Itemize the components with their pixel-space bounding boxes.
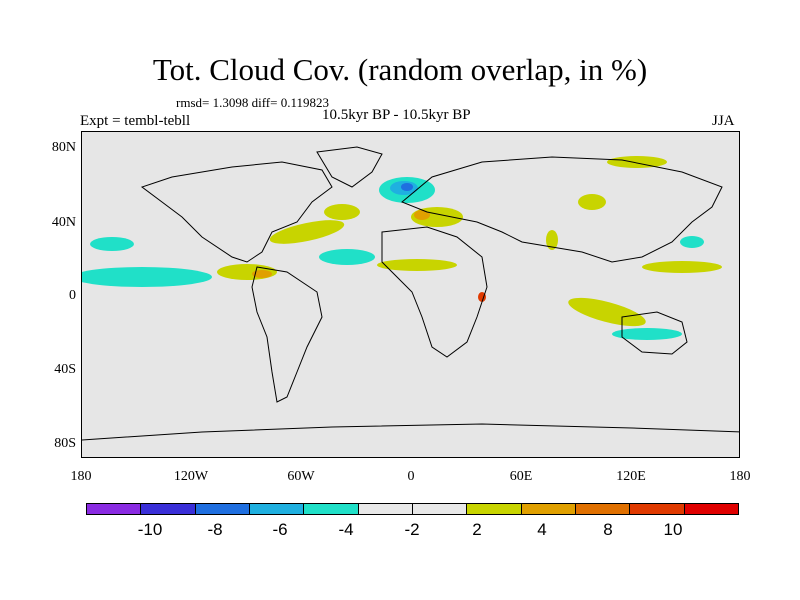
eurasia-coast [401,156,723,263]
anomaly-blob [414,210,430,220]
lon-label: 60E [509,469,533,484]
lat-label: 80N [51,140,76,155]
anomaly-blob [607,156,667,168]
anomaly-contours [82,156,722,340]
experiment-label: Expt = tembl-tebll [80,113,191,129]
map-title: Tot. Cloud Cov. (random overlap, in %) [152,52,648,87]
lon-label: 120E [616,469,646,484]
colorbar-segment [141,504,196,514]
anomaly-blob [546,230,558,250]
colorbar-label: -6 [272,520,288,539]
period-subtitle: 10.5kyr BP - 10.5kyr BP [322,107,471,123]
lon-label: 0 [407,469,415,484]
season-label: JJA [712,113,735,129]
lon-label: 60W [287,469,315,484]
colorbar-segment [521,504,576,514]
anomaly-blob [680,236,704,248]
colorbar-segment [87,504,142,514]
colorbar-label: 2 [472,520,482,539]
north-america-coast [140,161,333,263]
anomaly-blob [612,328,682,340]
lon-label: 120W [173,469,209,484]
stats-text: rmsd= 1.3098 diff= 0.119823 [176,95,329,110]
lon-label: 180 [70,469,92,484]
colorbar-label: 8 [603,520,613,539]
colorbar-label: -4 [338,520,354,539]
colorbar [86,503,739,515]
anomaly-blob [568,297,646,327]
colorbar-label: -8 [207,520,223,539]
africa-coast [381,226,488,358]
anomaly-blob [401,183,413,191]
anomaly-blob [642,261,722,273]
colorbar-segment [412,504,468,514]
colorbar-segment [575,504,631,514]
anomaly-blob [319,249,375,265]
colorbar-label: -2 [404,520,420,539]
australia-coast [621,311,688,355]
colorbar-label: 10 [663,520,683,539]
colorbar-segment [684,504,738,514]
colorbar-segment [249,504,305,514]
lon-label: 180 [729,469,751,484]
anomaly-blob [82,267,212,287]
anomaly-blob [377,259,457,271]
colorbar-segment [195,504,250,514]
anomaly-blob [578,194,606,210]
lat-label: 40S [54,362,76,377]
antarctica-coast [82,423,739,441]
lat-label: 0 [69,288,76,303]
anomaly-blob [252,270,272,278]
map-canvas [82,146,739,441]
colorbar-label: -10 [137,520,163,539]
anomaly-blob [90,237,134,251]
colorbar-segment [358,504,413,514]
anomaly-blob [324,204,360,220]
colorbar-segment [467,504,522,514]
coastlines [82,146,739,441]
world-map [81,131,740,458]
south-america-coast [251,266,323,403]
colorbar-segment [630,504,685,514]
colorbar-segment [304,504,359,514]
lat-label: 40N [51,215,76,230]
anomaly-blob [269,220,345,244]
colorbar-label: 4 [537,520,547,539]
lat-label: 80S [54,436,76,451]
greenland-coast [316,146,383,188]
